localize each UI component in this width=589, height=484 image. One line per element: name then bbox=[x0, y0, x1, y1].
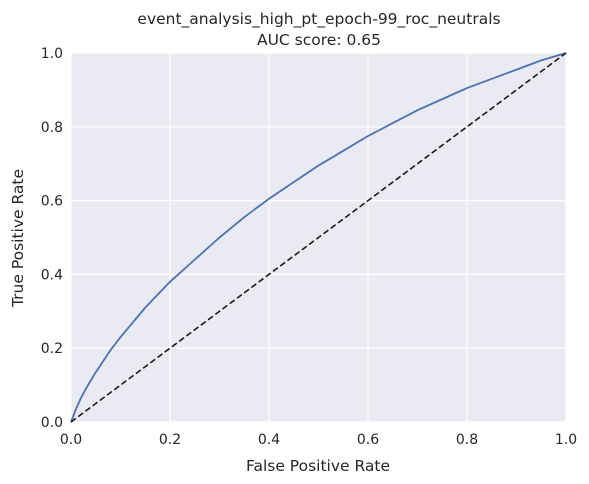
x-tick-label: 0.4 bbox=[258, 432, 280, 448]
series-layer bbox=[70, 52, 567, 423]
y-tick-labels: 0.0 0.2 0.4 0.6 0.8 1.0 bbox=[41, 46, 63, 431]
x-tick-label: 0.6 bbox=[357, 432, 379, 448]
x-axis-label: False Positive Rate bbox=[246, 457, 390, 475]
y-tick-label: 0.8 bbox=[41, 120, 63, 136]
y-tick-label: 1.0 bbox=[41, 46, 63, 62]
chance-diagonal-line bbox=[70, 52, 567, 423]
y-axis-label: True Positive Rate bbox=[9, 169, 27, 308]
x-tick-label: 0.2 bbox=[159, 432, 181, 448]
y-tick-label: 0.0 bbox=[41, 415, 63, 431]
y-tick-label: 0.4 bbox=[41, 267, 63, 283]
chart-title: event_analysis_high_pt_epoch-99_roc_neut… bbox=[137, 10, 500, 29]
x-tick-label: 1.0 bbox=[555, 432, 577, 448]
x-tick-label: 0.8 bbox=[456, 432, 478, 448]
x-tick-labels: 0.0 0.2 0.4 0.6 0.8 1.0 bbox=[60, 432, 577, 448]
x-tick-label: 0.0 bbox=[60, 432, 82, 448]
y-tick-label: 0.6 bbox=[41, 194, 63, 210]
gridlines bbox=[70, 52, 567, 423]
y-tick-label: 0.2 bbox=[41, 341, 63, 357]
chart-subtitle: AUC score: 0.65 bbox=[257, 31, 381, 49]
roc-curve-line bbox=[70, 52, 567, 423]
